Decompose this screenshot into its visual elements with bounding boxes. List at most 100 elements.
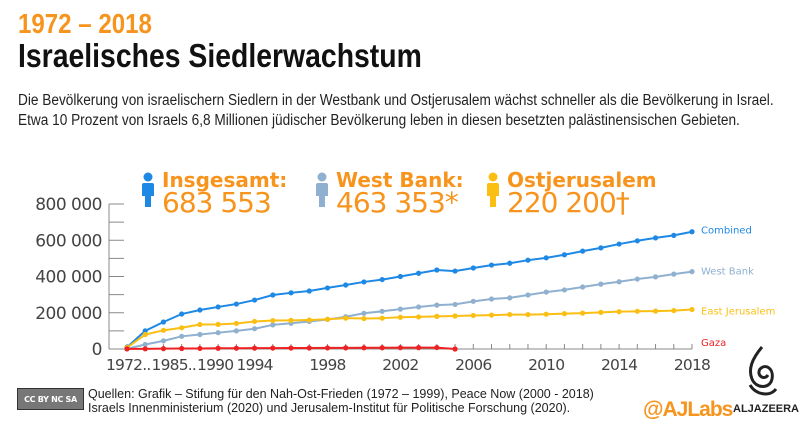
data-point xyxy=(507,311,513,318)
data-point xyxy=(416,314,422,320)
data-point xyxy=(179,333,185,339)
data-point xyxy=(306,345,312,351)
data-point xyxy=(689,269,695,275)
data-point xyxy=(580,248,586,254)
data-point xyxy=(361,279,367,285)
data-point xyxy=(488,312,495,318)
data-point xyxy=(160,346,167,352)
data-point xyxy=(652,308,659,314)
data-point xyxy=(689,229,695,235)
data-point xyxy=(270,322,276,328)
data-point xyxy=(671,307,677,314)
x-tick-label: 1985.. xyxy=(152,356,197,374)
data-point xyxy=(215,345,221,351)
data-point xyxy=(270,317,276,324)
legend-combined: Insgesamt: 683 553 xyxy=(140,168,288,219)
legend-label: Ostjerusalem xyxy=(507,168,657,192)
data-point xyxy=(561,287,568,293)
legend-value: 220 200† xyxy=(507,186,630,219)
data-point xyxy=(434,267,440,273)
data-point xyxy=(434,313,440,319)
aljazeera-wordmark: ALJAZEERA xyxy=(733,403,800,415)
data-point xyxy=(270,292,276,298)
data-point xyxy=(452,301,458,308)
data-point xyxy=(124,346,130,352)
data-point xyxy=(525,257,531,263)
legend-label: Insgesamt: xyxy=(162,168,288,192)
data-point xyxy=(288,345,294,351)
data-point xyxy=(379,308,385,314)
legend-value: 683 553 xyxy=(162,186,272,219)
x-tick-label: 1994 xyxy=(236,356,272,374)
data-point xyxy=(580,284,586,290)
data-point xyxy=(397,314,403,320)
series-line-east-jerusalem xyxy=(126,308,693,349)
data-point xyxy=(634,276,640,282)
data-point xyxy=(251,297,258,303)
data-point xyxy=(452,346,458,352)
y-tick-label: 200 000 xyxy=(35,304,102,324)
data-point xyxy=(179,325,185,331)
legend-east-jerusalem: Ostjerusalem 220 200† xyxy=(485,168,657,219)
data-point xyxy=(397,273,403,280)
data-point xyxy=(525,311,531,318)
person-icon xyxy=(142,172,154,207)
data-point xyxy=(343,345,349,351)
data-point xyxy=(233,301,239,307)
data-point xyxy=(488,262,495,268)
x-tick-label: 1990 xyxy=(197,356,233,374)
y-tick-label: 800 000 xyxy=(35,195,102,215)
data-point xyxy=(197,321,203,328)
data-point xyxy=(233,328,239,334)
data-point xyxy=(379,315,385,321)
data-point xyxy=(452,313,458,319)
data-point xyxy=(306,317,312,323)
data-point xyxy=(616,241,622,247)
data-point xyxy=(416,270,422,276)
aljazeera-logo-icon xyxy=(748,346,778,396)
data-point xyxy=(561,252,568,258)
person-icon xyxy=(487,172,499,207)
data-point xyxy=(306,288,312,294)
data-point xyxy=(543,289,549,295)
data-point xyxy=(179,345,185,352)
data-point xyxy=(361,310,367,316)
data-point xyxy=(324,285,331,291)
data-point xyxy=(634,238,640,244)
data-point xyxy=(652,235,659,241)
series-line-combined xyxy=(126,230,693,348)
data-point xyxy=(434,344,440,351)
data-point xyxy=(233,345,239,351)
data-point xyxy=(288,290,294,296)
data-point xyxy=(561,311,568,317)
data-point xyxy=(215,321,221,327)
data-point xyxy=(142,346,148,352)
data-point xyxy=(434,302,440,308)
ajlabs-handle: @AJLabs xyxy=(643,398,733,421)
data-point xyxy=(142,341,148,348)
data-point xyxy=(543,311,549,317)
x-tick-label: 2010 xyxy=(528,356,564,374)
data-point xyxy=(160,319,167,325)
data-point xyxy=(470,265,476,271)
data-point xyxy=(416,304,422,310)
data-point xyxy=(379,345,385,351)
sources: Quellen: Grafik – Stifung für den Nah-Os… xyxy=(88,387,594,415)
series-line-west-bank xyxy=(126,270,693,350)
data-point xyxy=(671,271,677,277)
data-point xyxy=(288,317,294,323)
data-point xyxy=(671,232,677,238)
data-point xyxy=(452,268,458,274)
x-tick-label: 2006 xyxy=(455,356,491,374)
data-point xyxy=(525,292,531,298)
kicker-years: 1972 – 2018 xyxy=(18,8,152,39)
data-point xyxy=(652,274,659,280)
data-point xyxy=(179,311,185,317)
series-label: Combined xyxy=(701,226,752,237)
x-tick-label: 1972.. xyxy=(106,356,151,374)
data-point xyxy=(507,260,513,266)
data-point xyxy=(160,338,167,344)
data-point xyxy=(598,245,604,251)
x-tick-label: 2002 xyxy=(382,356,418,374)
